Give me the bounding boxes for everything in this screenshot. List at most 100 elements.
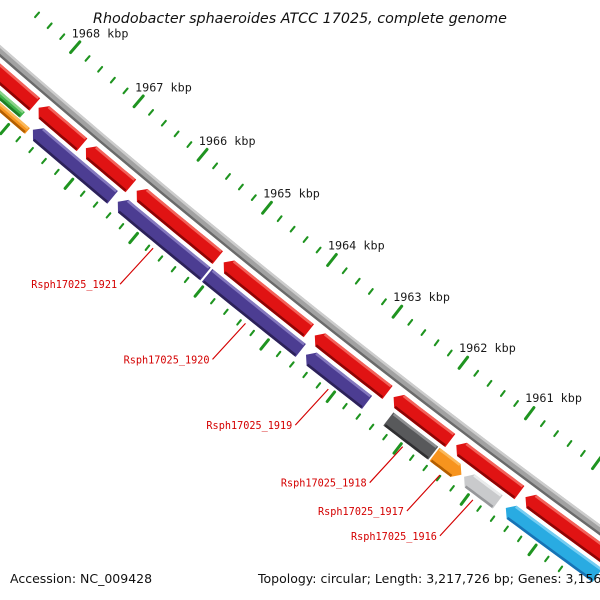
scale-tick-outer-major	[591, 456, 600, 471]
gene-arrow-highlight	[402, 394, 455, 436]
scale-tick-outer-major	[69, 40, 82, 54]
scale-tick-inner-minor	[289, 361, 295, 368]
gene-arrow-Rsph17025_1917[interactable]	[429, 447, 462, 477]
scale-label: 1963 kbp	[393, 290, 450, 304]
genome-backbone	[0, 44, 600, 536]
scale-tick-outer-minor	[367, 288, 374, 295]
gene-arrow-shadow	[0, 97, 21, 117]
scale-tick-inner-minor	[105, 212, 112, 219]
gene-label-leader	[294, 388, 329, 426]
gene-arrow-highlight	[465, 442, 524, 488]
gene-label[interactable]: Rsph17025_1920	[124, 355, 210, 366]
scale-tick-inner-minor	[92, 201, 99, 208]
scale-tick-inner-minor	[544, 555, 550, 563]
scale-tick-outer-minor	[289, 225, 296, 233]
scale-tick-outer-minor	[173, 130, 180, 138]
scale-tick-inner-minor	[302, 371, 308, 379]
scale-tick-outer-minor	[486, 379, 493, 387]
scale-tick-outer-minor	[446, 349, 453, 357]
gene-arrow-shadow	[464, 485, 494, 508]
gene-label-leader	[439, 499, 474, 537]
scale-tick-outer-minor	[580, 449, 586, 457]
gene-arrow-Rsph17025_1919[interactable]	[306, 352, 373, 409]
scale-tick-inner-major	[0, 123, 11, 136]
gene-arrow-outer-7[interactable]	[456, 442, 525, 500]
scale-tick-outer-minor	[250, 194, 257, 201]
gene-label[interactable]: Rsph17025_1921	[31, 280, 117, 291]
scale-tick-inner-minor	[489, 515, 496, 522]
gene-label[interactable]: Rsph17025_1918	[281, 479, 367, 490]
scale-tick-outer-minor	[539, 420, 546, 428]
scale-tick-inner-minor	[409, 454, 415, 461]
scale-tick-outer-minor	[513, 400, 519, 407]
gene-arrow-shadow	[457, 453, 516, 499]
scale-tick-outer-minor	[566, 440, 573, 447]
gene-arrow-inner-2[interactable]	[32, 128, 118, 204]
scale-tick-outer-minor	[122, 87, 129, 95]
scale-tick-inner-minor	[223, 308, 229, 315]
scale-tick-inner-minor	[210, 298, 216, 305]
scale-tick-inner-minor	[54, 168, 60, 176]
scale-tick-outer-minor	[553, 430, 559, 438]
gene-label[interactable]: Rsph17025_1919	[206, 421, 292, 432]
gene-arrow-shadow	[384, 424, 429, 460]
gene-arrow-outer-4[interactable]	[223, 260, 314, 338]
scale-tick-outer-major	[457, 355, 470, 370]
map-title: Rhodobacter sphaeroides ATCC 17025, comp…	[93, 11, 507, 27]
scale-tick-inner-minor	[382, 433, 388, 441]
scale-tick-inner-minor	[368, 423, 375, 431]
scale-tick-outer-minor	[354, 277, 361, 285]
gene-arrow-shadow	[86, 157, 127, 192]
gene-arrow-Rsph17025_1920[interactable]	[201, 269, 306, 357]
gene-arrow-outer-6[interactable]	[393, 394, 456, 448]
gene-arrow-shadow	[0, 81, 31, 110]
gene-arrow-outer-3[interactable]	[136, 189, 223, 264]
scale-tick-outer-minor	[276, 215, 283, 223]
scale-tick-inner-minor	[342, 402, 348, 410]
scale-tick-outer-minor	[302, 236, 309, 243]
scale-tick-outer-major	[326, 253, 338, 267]
scale-tick-outer-minor	[84, 55, 91, 62]
gene-arrow-shadow	[526, 505, 600, 563]
scale-tick-outer-minor	[499, 390, 506, 397]
gene-arrow-outer-5[interactable]	[314, 333, 393, 399]
scale-tick-inner-minor	[170, 266, 177, 273]
accession-text: Accession: NC_009428	[10, 571, 152, 586]
gene-label-leader	[212, 323, 246, 360]
map-content: Rsph17025_1921 Rsph17025_1920 Rsph17025_19…	[0, 11, 600, 583]
gene-arrow-highlight	[232, 260, 314, 326]
scale-tick-inner-minor	[476, 505, 482, 512]
scale-tick-outer-minor	[433, 339, 440, 347]
gene-arrow-Rsph17025_1918[interactable]	[383, 412, 439, 460]
scale-tick-inner-minor	[41, 157, 47, 165]
gene-arrow-Rsph17025_1921[interactable]	[117, 199, 211, 281]
scale-label: 1968 kbp	[72, 27, 129, 41]
scale-tick-outer-minor	[315, 246, 322, 254]
gene-arrow-highlight	[145, 189, 223, 253]
gene-label[interactable]: Rsph17025_1917	[318, 507, 404, 518]
gene-arrow-highlight	[42, 128, 117, 193]
scale-tick-inner-minor	[557, 565, 564, 573]
gene-arrow-highlight	[438, 448, 461, 466]
gene-arrow-highlight	[473, 474, 502, 497]
gene-arrow-shadow	[202, 280, 297, 357]
scale-tick-inner-major	[325, 390, 337, 403]
scale-tick-outer-major	[391, 304, 404, 319]
gene-label-leader	[406, 474, 441, 512]
gene-arrow-Rsph17025_1916[interactable]	[464, 474, 503, 509]
gene-arrow-outer-8[interactable]	[525, 494, 600, 563]
scale-tick-inner-minor	[517, 535, 523, 543]
gene-arrow-outer-2[interactable]	[85, 146, 137, 193]
scale-tick-outer-minor	[186, 141, 193, 148]
gene-arrow-shadow	[506, 516, 594, 582]
scale-label: 1966 kbp	[199, 134, 256, 148]
gene-label[interactable]: Rsph17025_1916	[351, 532, 437, 543]
scale-label: 1962 kbp	[459, 341, 516, 355]
scale-tick-inner-minor	[28, 146, 34, 154]
scale-tick-inner-minor	[435, 474, 442, 482]
gene-arrow-inner-9[interactable]	[505, 505, 600, 583]
genome-backbone-shadow	[0, 53, 600, 536]
gene-arrow-shadow	[430, 459, 453, 477]
gene-arrow-outer-1[interactable]	[38, 106, 88, 152]
